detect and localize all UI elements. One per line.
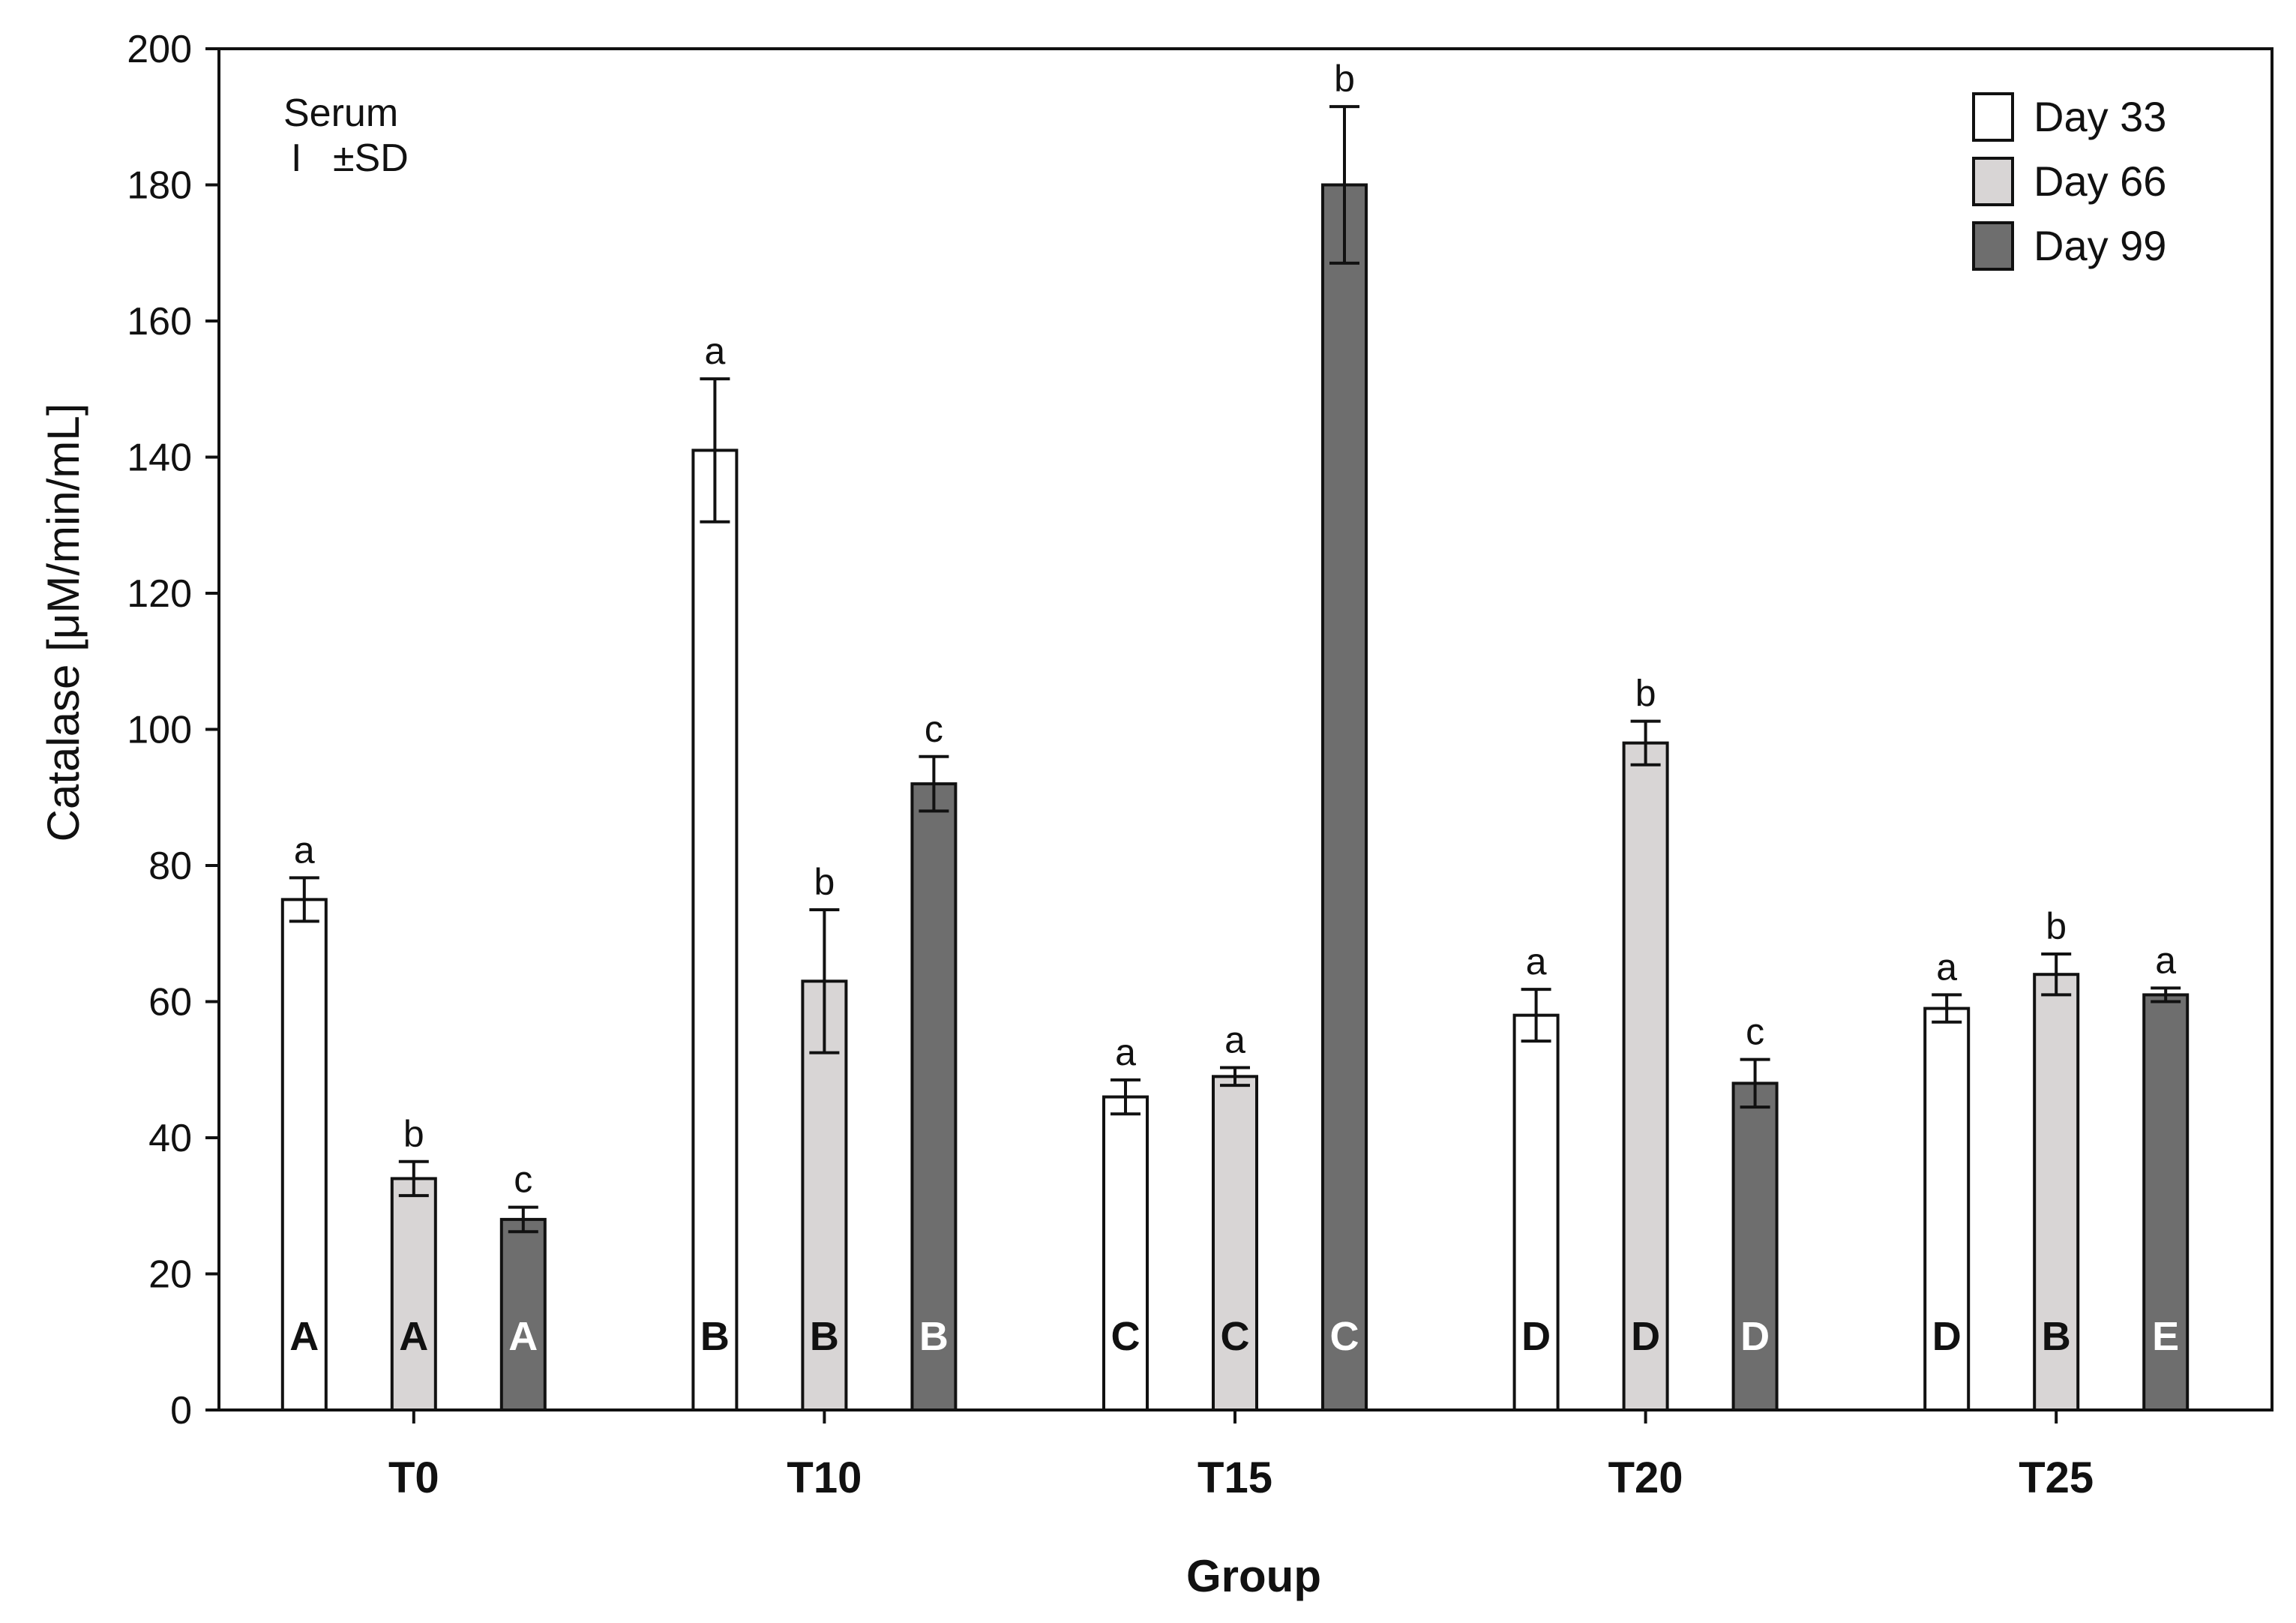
significance-letter-lower: a (2155, 939, 2176, 981)
legend-label: Day 33 (2034, 93, 2166, 140)
significance-letter-lower: c (1746, 1011, 1764, 1053)
legend-label: Day 66 (2034, 158, 2166, 205)
x-category-label: T20 (1608, 1454, 1683, 1502)
bar (691, 448, 739, 1412)
bar (1321, 183, 1368, 1412)
bar (1512, 1013, 1560, 1412)
significance-letter-upper: B (2042, 1314, 2071, 1359)
x-axis-title: Group (1186, 1551, 1321, 1601)
x-axis: T0 T10 T15 T20 T25 (388, 1410, 2094, 1502)
significance-letter-lower: b (2046, 905, 2067, 947)
bar (1923, 1006, 1971, 1412)
significance-letter-lower: b (1635, 673, 1656, 715)
bars-layer: a Ab Ac Aa Bb Bc Ba Ca Cb Ca Db Dc Da Db Ba E (280, 58, 2190, 1412)
significance-letter-lower: c (925, 708, 943, 750)
significance-letter-lower: b (814, 861, 835, 903)
y-axis: 0 20 40 60 80 100 120 140 160 180 200 (127, 28, 219, 1432)
legend-swatch (1972, 92, 2014, 142)
significance-letter-upper: C (1221, 1314, 1250, 1359)
significance-letter-upper: E (2152, 1314, 2179, 1359)
error-bar-symbol-icon: I (291, 136, 301, 180)
significance-letter-upper: B (810, 1314, 839, 1359)
y-axis-title: Catalase [μM/min/mL] (38, 404, 88, 842)
y-tick-label: 120 (127, 572, 192, 616)
y-tick-label: 0 (170, 1389, 192, 1432)
significance-letter-lower: a (704, 330, 725, 372)
y-tick-label: 20 (148, 1253, 192, 1297)
significance-letter-lower: a (1224, 1019, 1245, 1061)
x-category-label: T10 (787, 1454, 862, 1502)
significance-letter-upper: A (289, 1314, 319, 1359)
y-tick-label: 180 (127, 164, 192, 208)
bar (910, 782, 958, 1412)
significance-letter-lower: b (1334, 58, 1355, 100)
x-category-label: T15 (1197, 1454, 1272, 1502)
annotation-serum-label: Serum (283, 92, 398, 135)
x-category-label: T25 (2019, 1454, 2094, 1502)
significance-letter-upper: A (508, 1314, 538, 1359)
annotation-sd-label: ±SD (333, 136, 409, 180)
bar (1622, 741, 1669, 1412)
significance-letter-upper: B (700, 1314, 730, 1359)
legend: Day 33 Day 66 Day 99 (1972, 92, 2166, 271)
y-tick-label: 100 (127, 709, 192, 752)
y-tick-label: 160 (127, 300, 192, 344)
significance-letter-lower: a (1526, 940, 1547, 982)
significance-letter-lower: a (1115, 1031, 1136, 1073)
significance-letter-upper: D (1740, 1314, 1770, 1359)
legend-swatch (1972, 221, 2014, 271)
x-category-label: T0 (388, 1454, 439, 1502)
significance-letter-upper: C (1111, 1314, 1141, 1359)
significance-letter-upper: D (1932, 1314, 1962, 1359)
y-tick-label: 60 (148, 981, 192, 1024)
bar (2142, 993, 2190, 1412)
significance-letter-upper: C (1330, 1314, 1359, 1359)
significance-letter-lower: c (514, 1159, 532, 1201)
significance-letter-upper: B (919, 1314, 949, 1359)
bar (1102, 1095, 1149, 1412)
bar (390, 1177, 437, 1412)
legend-swatch (1972, 157, 2014, 206)
bar (1731, 1082, 1779, 1412)
bar (499, 1217, 547, 1412)
significance-letter-lower: a (1936, 946, 1957, 988)
y-tick-label: 80 (148, 844, 192, 888)
significance-letter-upper: D (1631, 1314, 1660, 1359)
y-tick-label: 200 (127, 28, 192, 71)
significance-letter-lower: b (403, 1113, 424, 1155)
significance-letter-upper: D (1521, 1314, 1551, 1359)
y-tick-label: 40 (148, 1117, 192, 1160)
y-tick-label: 140 (127, 436, 192, 480)
bar (1212, 1075, 1258, 1412)
significance-letter-upper: A (399, 1314, 428, 1359)
legend-label: Day 99 (2034, 222, 2166, 269)
serum-annotation: Serum I ±SD (283, 92, 409, 180)
significance-letter-lower: a (294, 829, 315, 871)
